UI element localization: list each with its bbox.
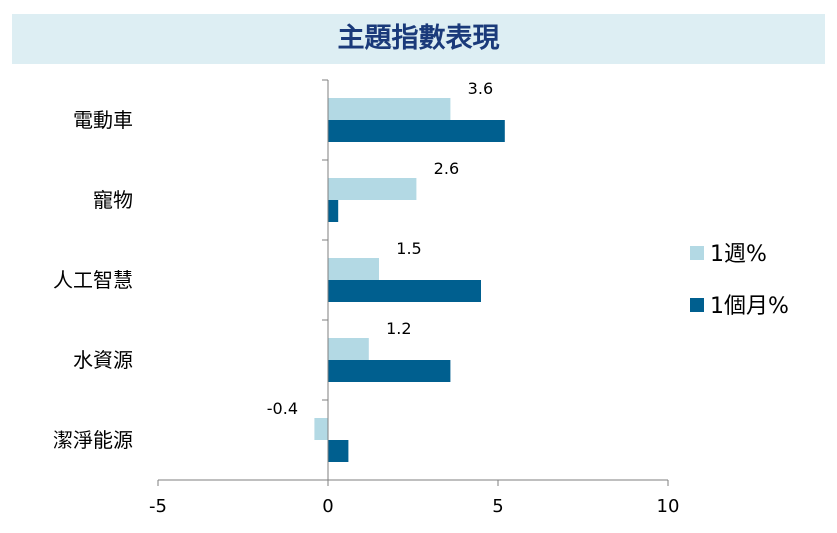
bar-month <box>328 440 349 462</box>
x-tick-label: 0 <box>322 496 333 517</box>
x-tick-label: 10 <box>657 496 680 517</box>
legend-swatch-week <box>690 246 704 260</box>
legend-label: 1個月% <box>710 294 789 319</box>
bar-month <box>328 280 481 302</box>
bar-month <box>328 200 339 222</box>
legend-label: 1週% <box>710 242 767 267</box>
chart-title-bar: 主題指數表現 <box>12 14 825 64</box>
data-label: -0.4 <box>267 399 298 418</box>
data-label: 1.5 <box>396 239 421 258</box>
legend-swatch-month <box>690 298 704 312</box>
x-tick-label: -5 <box>149 496 167 517</box>
bar-week <box>328 178 417 200</box>
bar-week <box>328 258 379 280</box>
category-label: 水資源 <box>73 348 133 372</box>
x-tick-label: 5 <box>492 496 503 517</box>
category-label: 潔淨能源 <box>53 428 133 452</box>
data-label: 2.6 <box>434 159 459 178</box>
category-label: 寵物 <box>93 188 133 212</box>
category-label: 電動車 <box>73 108 133 132</box>
data-label: 1.2 <box>386 319 411 338</box>
category-label: 人工智慧 <box>53 268 133 292</box>
bar-week <box>314 418 328 440</box>
data-label: 3.6 <box>468 79 493 98</box>
bar-week <box>328 338 369 360</box>
bar-week <box>328 98 451 120</box>
bar-month <box>328 360 451 382</box>
chart-title: 主題指數表現 <box>337 23 500 54</box>
bar-month <box>328 120 505 142</box>
